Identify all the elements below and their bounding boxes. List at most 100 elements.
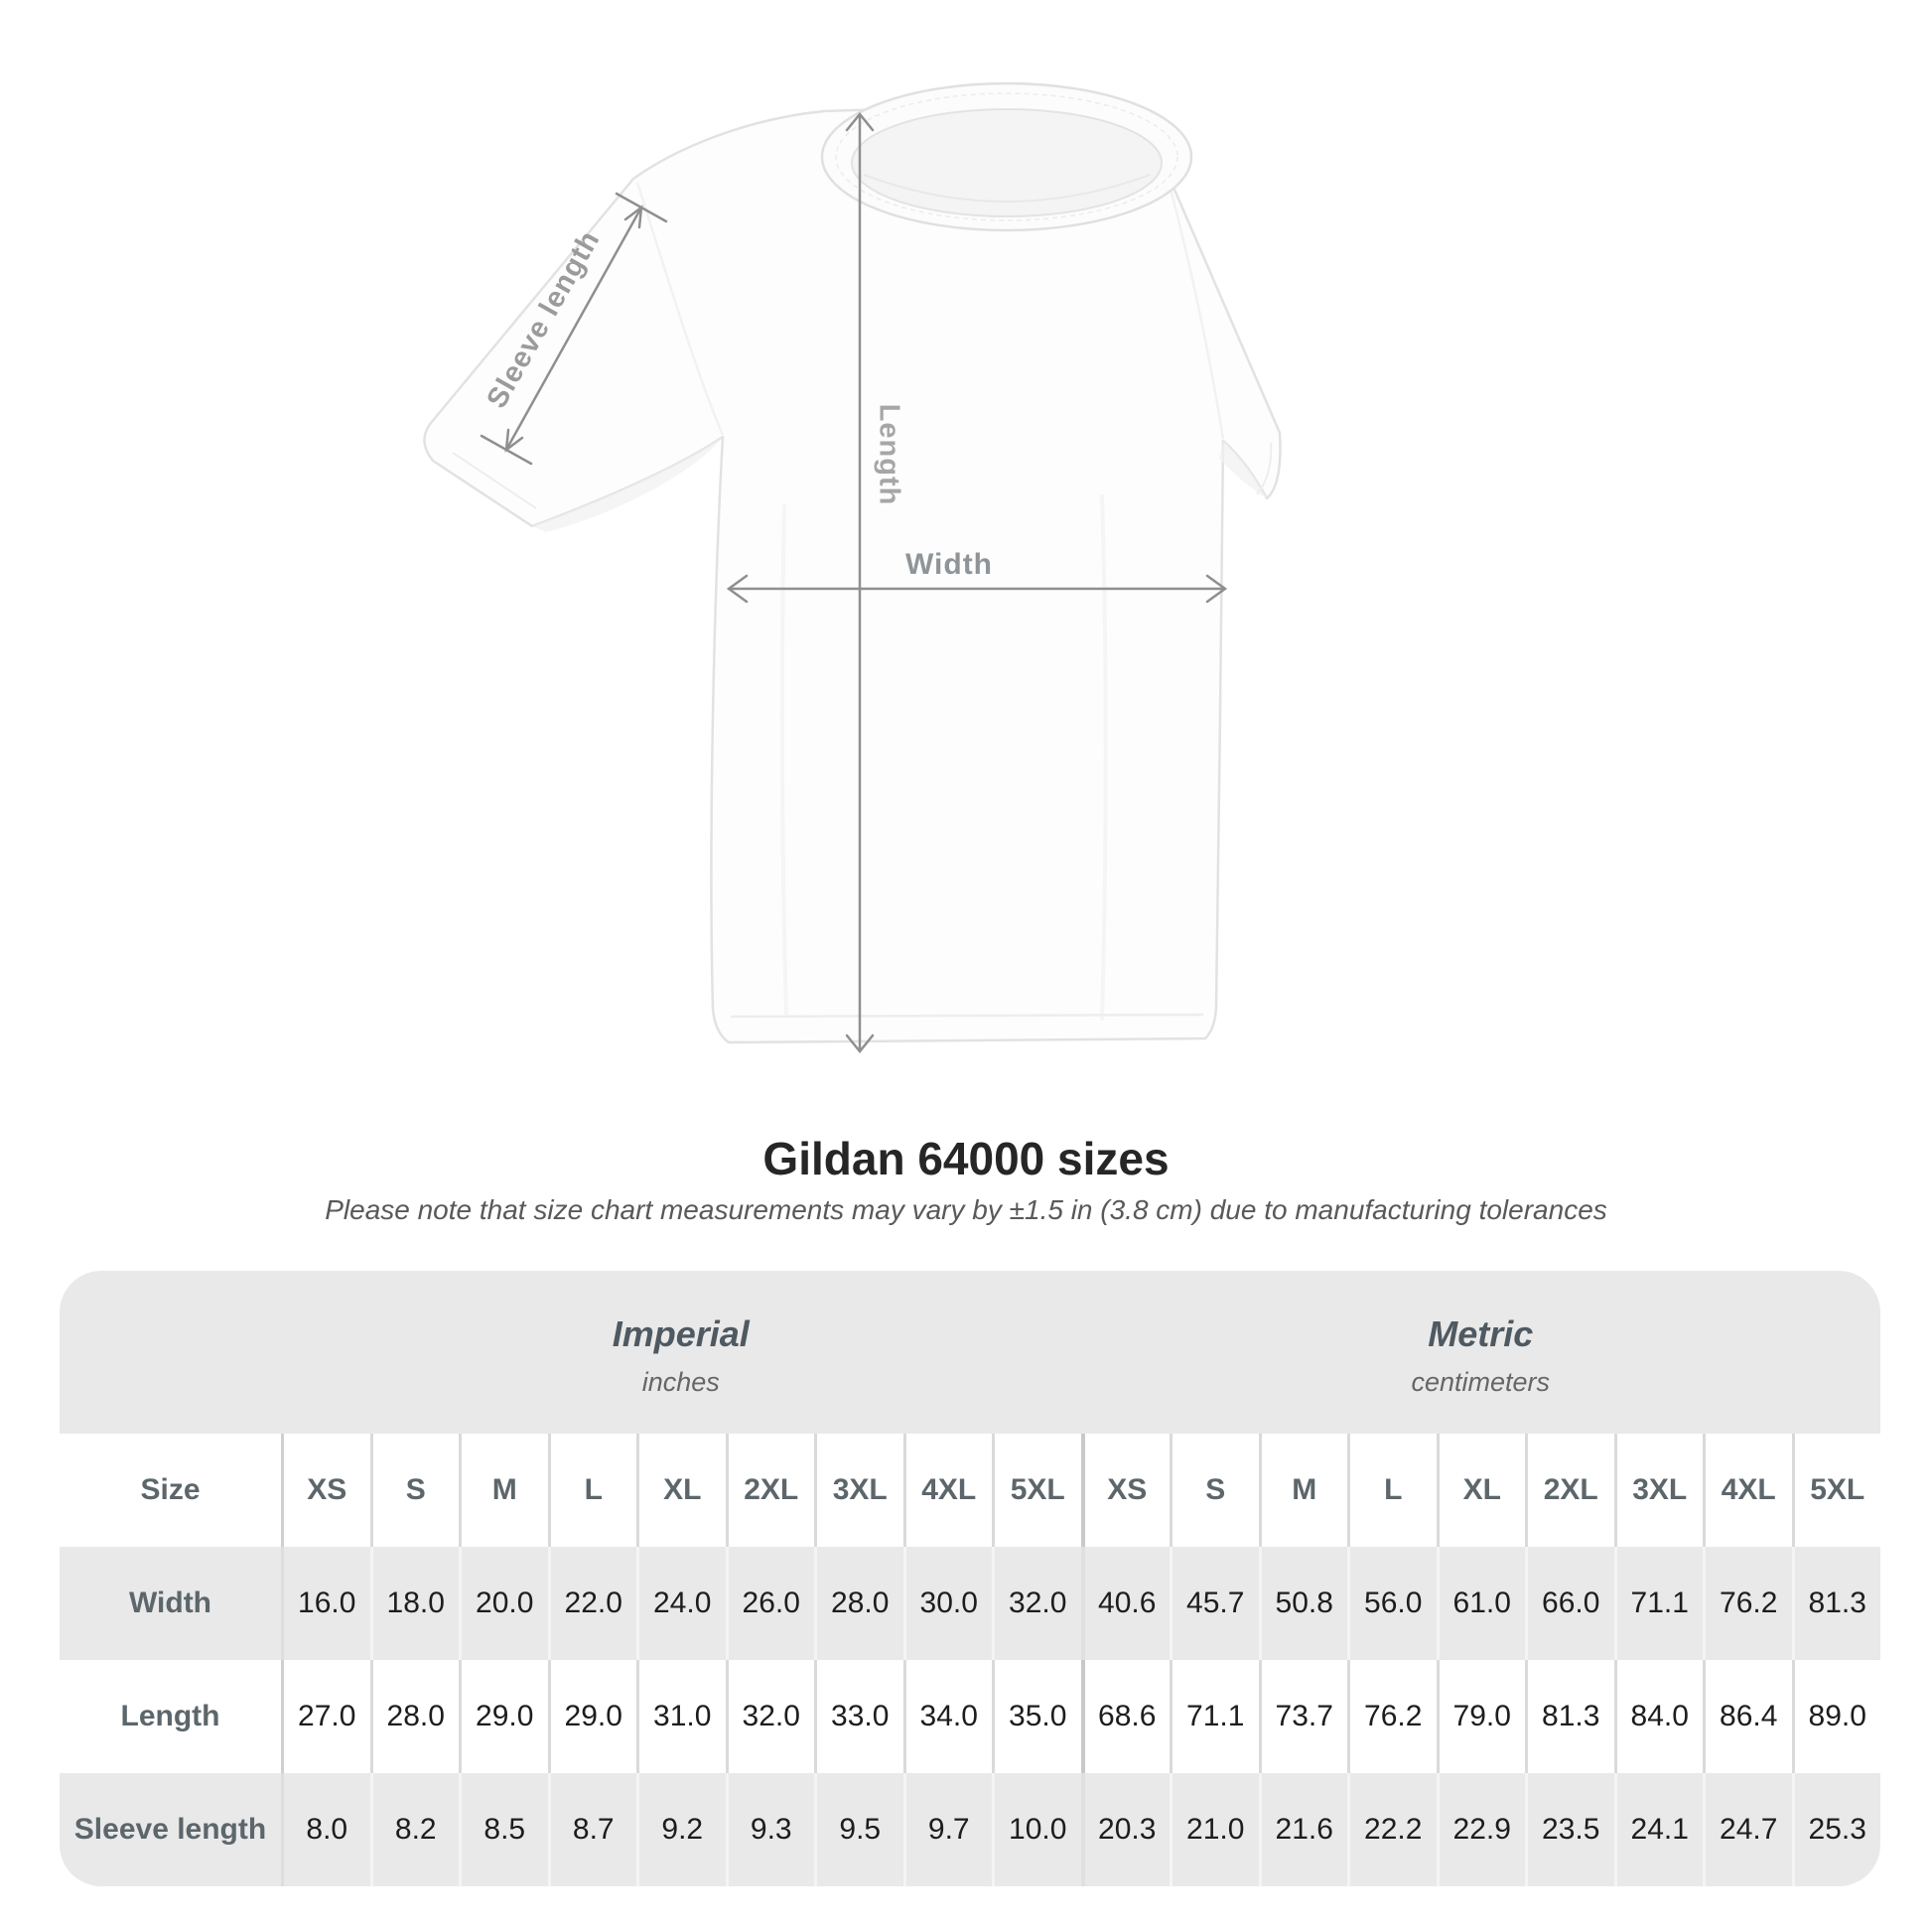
value-length-imperial-xs: 27.0 [281, 1660, 370, 1773]
size-col-imperial-5xl: 5XL [992, 1434, 1081, 1547]
size-col-metric-m: M [1258, 1434, 1348, 1547]
size-table: Imperial inches Metric centimeters Size … [60, 1271, 1880, 1886]
size-col-metric-xs: XS [1080, 1434, 1171, 1547]
size-col-imperial-l: L [547, 1434, 637, 1547]
value-width-metric-3xl: 71.1 [1613, 1547, 1704, 1660]
imperial-group-name: Imperial [612, 1312, 750, 1354]
unit-group-metric: Metric centimeters [1081, 1271, 1881, 1434]
value-length-imperial-l: 29.0 [547, 1660, 637, 1773]
value-sleeve-length-imperial-3xl: 9.5 [814, 1773, 903, 1886]
row-label-sleeve-length: Sleeve length [73, 1813, 267, 1846]
value-sleeve-length-metric-4xl: 24.7 [1703, 1773, 1792, 1886]
value-width-imperial-s: 18.0 [369, 1547, 460, 1660]
value-length-metric-3xl: 84.0 [1613, 1660, 1704, 1773]
value-sleeve-length-imperial-xl: 9.2 [636, 1773, 726, 1886]
value-sleeve-length-metric-xs: 20.3 [1080, 1773, 1171, 1886]
value-sleeve-length-metric-5xl: 25.3 [1791, 1773, 1881, 1886]
value-sleeve-length-metric-2xl: 23.5 [1525, 1773, 1614, 1886]
length-arrow [845, 112, 875, 1053]
size-corner-label: Size [140, 1473, 201, 1506]
table-row-length: Length 27.0 28.0 29.0 29.0 31.0 32.0 33.0 34.0 3… [60, 1660, 1880, 1773]
value-width-imperial-l: 22.0 [547, 1547, 637, 1660]
metric-group-name: Metric [1428, 1312, 1534, 1354]
size-col-imperial-4xl: 4XL [902, 1434, 993, 1547]
value-width-metric-l: 56.0 [1347, 1547, 1437, 1660]
size-chart-subtitle: Please note that size chart measurements… [325, 1194, 1607, 1225]
sleeve-length-arrow [480, 192, 668, 466]
value-sleeve-length-imperial-l: 8.7 [547, 1773, 637, 1886]
size-col-metric-xl: XL [1436, 1434, 1526, 1547]
size-col-imperial-xl: XL [636, 1434, 726, 1547]
value-width-metric-s: 45.7 [1170, 1547, 1259, 1660]
value-length-metric-xs: 68.6 [1080, 1660, 1171, 1773]
value-length-metric-2xl: 81.3 [1525, 1660, 1614, 1773]
size-chart-title: Gildan 64000 sizes [762, 1133, 1170, 1184]
imperial-group-unit: inches [641, 1366, 720, 1397]
size-col-imperial-m: M [459, 1434, 548, 1547]
value-sleeve-length-imperial-5xl: 10.0 [992, 1773, 1081, 1886]
size-col-metric-4xl: 4XL [1703, 1434, 1792, 1547]
row-label-width: Width [128, 1587, 212, 1619]
value-width-imperial-m: 20.0 [459, 1547, 548, 1660]
size-col-imperial-xs: XS [281, 1434, 370, 1547]
value-length-metric-l: 76.2 [1347, 1660, 1437, 1773]
value-width-metric-m: 50.8 [1258, 1547, 1348, 1660]
row-label-length: Length [120, 1700, 220, 1732]
value-sleeve-length-metric-l: 22.2 [1347, 1773, 1437, 1886]
value-width-imperial-4xl: 30.0 [902, 1547, 993, 1660]
value-length-metric-m: 73.7 [1258, 1660, 1348, 1773]
value-sleeve-length-imperial-s: 8.2 [369, 1773, 460, 1886]
value-width-imperial-5xl: 32.0 [992, 1547, 1081, 1660]
size-col-imperial-s: S [369, 1434, 460, 1547]
size-col-metric-5xl: 5XL [1791, 1434, 1881, 1547]
value-width-metric-2xl: 66.0 [1525, 1547, 1614, 1660]
table-row-width: Width 16.0 18.0 20.0 22.0 24.0 26.0 28.0 30.0 32… [60, 1547, 1880, 1660]
value-width-imperial-2xl: 26.0 [725, 1547, 815, 1660]
value-sleeve-length-imperial-2xl: 9.3 [725, 1773, 815, 1886]
width-arrow [726, 574, 1228, 604]
size-col-imperial-3xl: 3XL [814, 1434, 903, 1547]
value-length-imperial-s: 28.0 [369, 1660, 460, 1773]
value-sleeve-length-metric-m: 21.6 [1258, 1773, 1348, 1886]
size-col-metric-l: L [1347, 1434, 1437, 1547]
value-width-imperial-xs: 16.0 [281, 1547, 370, 1660]
value-sleeve-length-imperial-m: 8.5 [459, 1773, 548, 1886]
value-length-metric-s: 71.1 [1170, 1660, 1259, 1773]
size-col-imperial-2xl: 2XL [725, 1434, 815, 1547]
value-width-imperial-3xl: 28.0 [814, 1547, 903, 1660]
value-sleeve-length-metric-s: 21.0 [1170, 1773, 1259, 1886]
tshirt-figure [417, 77, 1291, 1070]
value-length-imperial-xl: 31.0 [636, 1660, 726, 1773]
unit-group-imperial: Imperial inches [281, 1271, 1081, 1434]
value-length-imperial-2xl: 32.0 [725, 1660, 815, 1773]
size-header-row: Size XS S M L XL 2XL 3XL 4XL 5XL XS S M L XL 2XL 3XL 4XL… [60, 1434, 1880, 1547]
length-dimension-label: Length [873, 403, 905, 506]
value-sleeve-length-metric-3xl: 24.1 [1613, 1773, 1704, 1886]
size-col-metric-3xl: 3XL [1613, 1434, 1704, 1547]
value-length-metric-4xl: 86.4 [1703, 1660, 1792, 1773]
size-col-metric-2xl: 2XL [1525, 1434, 1614, 1547]
width-dimension-label: Width [904, 548, 994, 581]
tshirt-graphic [423, 81, 1282, 1053]
value-length-imperial-3xl: 33.0 [814, 1660, 903, 1773]
value-sleeve-length-imperial-4xl: 9.7 [902, 1773, 993, 1886]
size-col-metric-s: S [1170, 1434, 1259, 1547]
value-width-metric-5xl: 81.3 [1791, 1547, 1881, 1660]
unit-header-band: Imperial inches Metric centimeters [60, 1271, 1880, 1434]
value-length-imperial-5xl: 35.0 [992, 1660, 1081, 1773]
metric-group-unit: centimeters [1411, 1366, 1551, 1397]
value-width-metric-xs: 40.6 [1080, 1547, 1171, 1660]
value-length-imperial-m: 29.0 [459, 1660, 548, 1773]
tshirt-body [423, 108, 1282, 1044]
table-row-sleeve-length: Sleeve length 8.0 8.2 8.5 8.7 9.2 9.3 9.5 9.7 10… [60, 1773, 1880, 1886]
value-width-metric-xl: 61.0 [1436, 1547, 1526, 1660]
value-width-metric-4xl: 76.2 [1703, 1547, 1792, 1660]
value-length-metric-5xl: 89.0 [1791, 1660, 1881, 1773]
tshirt-collar [820, 81, 1193, 232]
value-length-metric-xl: 79.0 [1436, 1660, 1526, 1773]
value-length-imperial-4xl: 34.0 [902, 1660, 993, 1773]
value-sleeve-length-metric-xl: 22.9 [1436, 1773, 1526, 1886]
value-width-imperial-xl: 24.0 [636, 1547, 726, 1660]
value-sleeve-length-imperial-xs: 8.0 [281, 1773, 370, 1886]
